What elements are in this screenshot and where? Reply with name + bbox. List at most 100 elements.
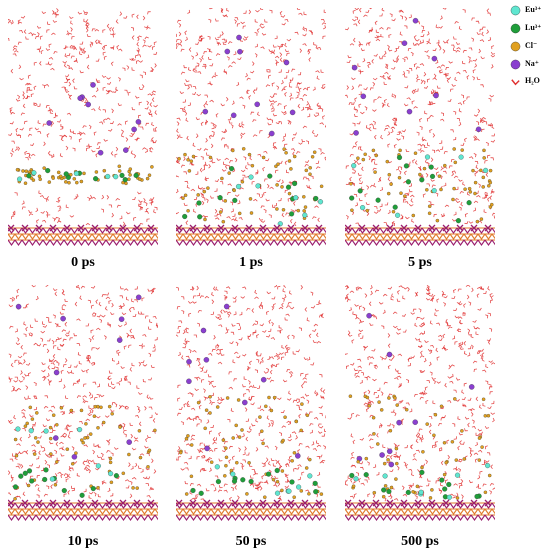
cl-ion (442, 472, 447, 477)
water-molecule (45, 105, 50, 109)
water-molecule (124, 375, 128, 380)
water-molecule (195, 416, 199, 421)
water-molecule (267, 122, 272, 126)
water-molecule (261, 462, 267, 465)
water-molecule (118, 423, 123, 427)
water-molecule (144, 445, 149, 449)
water-molecule (105, 292, 110, 296)
water-molecule (51, 427, 56, 431)
water-molecule (224, 290, 228, 294)
water-molecule (354, 8, 360, 11)
water-molecule (123, 430, 127, 434)
water-molecule (411, 472, 415, 477)
water-molecule (97, 383, 101, 388)
water-molecule (268, 422, 271, 428)
water-molecule (316, 75, 320, 80)
water-molecule (137, 35, 142, 39)
water-molecule (21, 408, 26, 412)
water-molecule (125, 137, 129, 142)
water-molecule (82, 395, 87, 398)
water-molecule (393, 443, 397, 448)
water-molecule (216, 352, 221, 355)
water-molecule (134, 299, 138, 303)
water-molecule (396, 55, 400, 60)
water-molecule (345, 295, 348, 299)
water-molecule (41, 362, 46, 365)
water-molecule (131, 67, 135, 71)
water-molecule (469, 450, 474, 454)
water-molecule (28, 332, 33, 336)
water-molecule (196, 358, 201, 362)
cl-ion (307, 492, 311, 496)
water-molecule (188, 416, 193, 420)
water-molecule (195, 133, 199, 139)
water-molecule (296, 82, 301, 86)
water-molecule (101, 194, 105, 200)
water-molecule (88, 124, 92, 130)
water-molecule (270, 474, 273, 479)
water-molecule (49, 441, 54, 445)
water-molecule (197, 71, 202, 75)
water-molecule (207, 35, 211, 40)
water-molecule (90, 408, 94, 414)
water-molecule (227, 311, 232, 315)
water-molecule (53, 345, 57, 349)
water-molecule (491, 189, 494, 194)
water-molecule (14, 376, 19, 380)
water-molecule (255, 447, 259, 452)
water-molecule (285, 69, 290, 73)
snapshot-panel-0ps (8, 8, 158, 250)
water-molecule (109, 32, 115, 36)
water-molecule (24, 373, 29, 377)
water-molecule (422, 322, 425, 327)
water-molecule (62, 384, 66, 389)
cl-ion (287, 191, 292, 196)
water-molecule (452, 468, 458, 471)
water-molecule (354, 372, 358, 377)
water-molecule (440, 417, 445, 421)
water-molecule (117, 103, 122, 106)
water-molecule (435, 24, 439, 29)
lu-ion (466, 200, 472, 206)
water-molecule (288, 371, 294, 374)
water-molecule (9, 297, 13, 302)
cl-ion (302, 195, 306, 199)
water-molecule (308, 185, 312, 190)
water-molecules (345, 285, 495, 502)
water-molecule (315, 70, 320, 73)
water-molecule (272, 204, 276, 209)
cl-ion (35, 411, 39, 415)
water-molecule (37, 435, 42, 439)
water-molecule (364, 479, 368, 483)
water-molecule (107, 377, 112, 381)
na-ion (53, 369, 60, 376)
cl-ion (280, 488, 284, 493)
water-molecule (345, 353, 348, 355)
water-molecule (95, 347, 100, 350)
water-molecule (440, 406, 445, 410)
water-molecule (198, 418, 202, 423)
water-molecule (254, 320, 258, 325)
cl-ion (391, 209, 396, 214)
cl-ion (460, 429, 464, 433)
water-molecule (429, 114, 434, 118)
water-molecule (196, 456, 200, 460)
water-molecule (465, 285, 471, 288)
water-molecule (314, 390, 318, 395)
water-molecule (149, 199, 153, 203)
water-molecule (68, 135, 72, 140)
water-molecule (102, 86, 106, 91)
water-molecule (358, 8, 362, 13)
water-molecule (324, 156, 326, 161)
water-molecule (250, 484, 254, 488)
water-molecule (396, 375, 402, 379)
water-molecule (184, 450, 188, 454)
lu-ion (197, 214, 203, 220)
lu-ion (42, 476, 48, 483)
water-molecule (190, 434, 196, 438)
water-molecule (447, 98, 452, 102)
water-molecule (302, 176, 307, 180)
water-molecule (116, 360, 120, 365)
cl-ion (131, 486, 135, 490)
lu-ion (119, 172, 125, 178)
